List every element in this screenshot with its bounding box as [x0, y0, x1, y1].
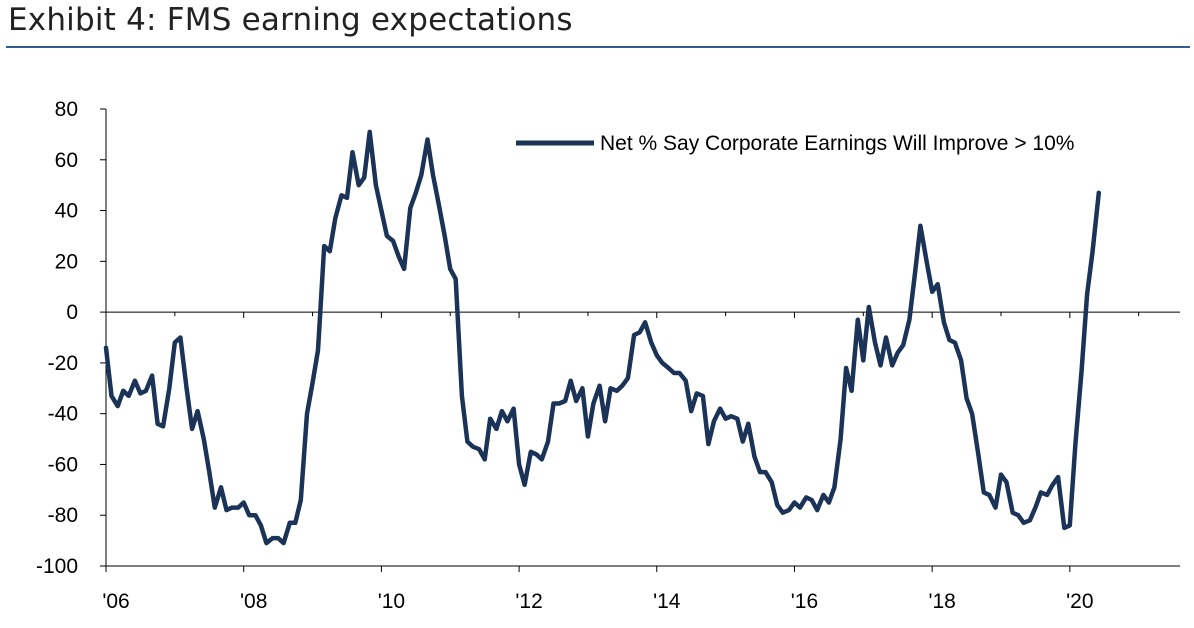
legend-label: Net % Say Corporate Earnings Will Improv…	[600, 132, 1074, 155]
y-tick-label: -20	[48, 352, 78, 375]
series-line	[103, 129, 1102, 546]
x-tick-label: '10	[378, 590, 405, 613]
y-tick-label: 20	[55, 250, 78, 273]
y-tick-label: 60	[55, 149, 78, 172]
y-tick-label: 80	[55, 98, 78, 121]
x-tick-label: '14	[653, 590, 681, 613]
x-tick-label: '08	[240, 590, 267, 613]
tick-labels: 80 60 40 20 0 -20 -40 -60 -80 -100 '06 '08 '10 '12 '14…	[36, 98, 1094, 613]
y-tick-label: -40	[48, 403, 78, 426]
x-tick-label: '12	[515, 590, 542, 613]
y-tick-label: 40	[55, 200, 78, 223]
x-tick-label: '16	[791, 590, 818, 613]
legend: Net % Say Corporate Earnings Will Improv…	[516, 132, 1074, 155]
title-divider	[6, 46, 1190, 48]
axes	[100, 108, 1180, 572]
x-tick-label: '20	[1066, 590, 1093, 613]
y-tick-label: -80	[48, 504, 78, 527]
y-tick-label: -100	[36, 555, 78, 578]
page-title: Exhibit 4: FMS earning expectations	[8, 2, 573, 38]
y-tick-label: 0	[66, 301, 78, 324]
x-tick-label: '06	[102, 590, 129, 613]
x-tick-label: '18	[928, 590, 955, 613]
y-tick-label: -60	[48, 453, 78, 476]
series-lines	[103, 129, 1102, 546]
